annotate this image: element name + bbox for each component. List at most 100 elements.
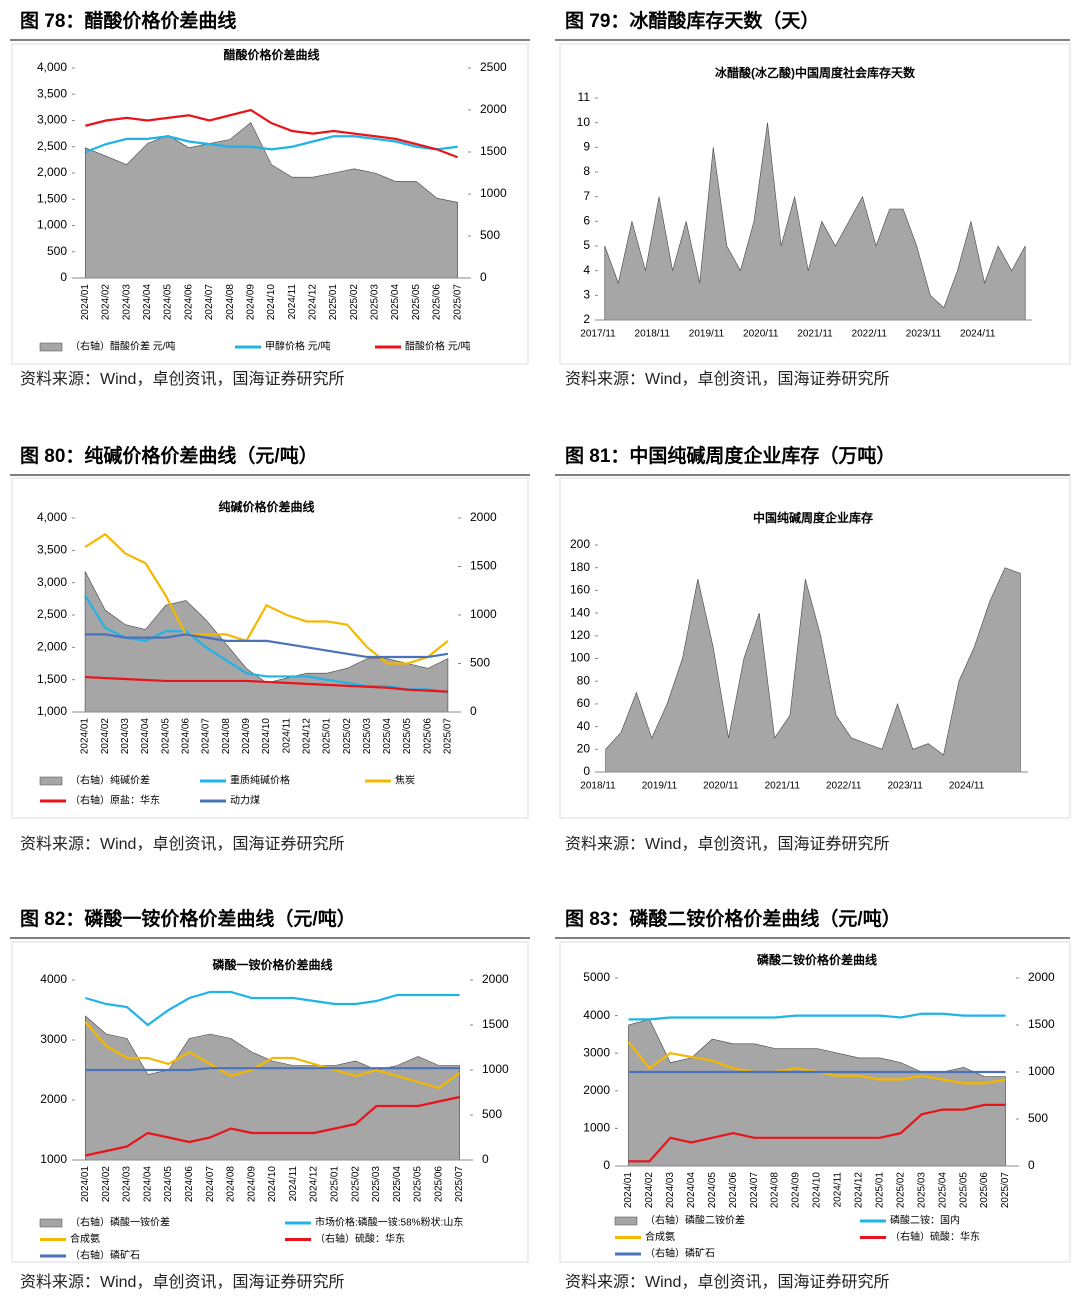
chart-frame (11, 477, 529, 819)
x-tick-label: 2024/06 (728, 1172, 739, 1209)
x-tick-label: 2020/11 (703, 781, 739, 792)
legend-label: （右轴）磷矿石 (645, 1247, 715, 1260)
area (84, 571, 449, 713)
y-tick-label: 1000 (40, 1152, 67, 1166)
y-tick-label: 3,000 (37, 575, 67, 589)
legend-label: 合成氨 (645, 1230, 675, 1243)
line (85, 1095, 460, 1157)
legend-swatch (39, 342, 63, 352)
x-tick-label: 2025/06 (433, 1166, 444, 1203)
y2-tick-label: 500 (470, 656, 490, 670)
x-tick-label: 2024/12 (854, 1172, 865, 1209)
y2-tick-label: 1500 (1028, 1017, 1055, 1031)
x-tick-label: 2024/02 (100, 718, 111, 755)
y-tick-label: 1,000 (37, 704, 67, 718)
x-tick-label: 2024/11 (281, 718, 292, 754)
x-tick-label: 2024/10 (812, 1172, 823, 1209)
figure-source: 资料来源：Wind，卓创资讯，国海证券研究所 (20, 370, 344, 388)
y-tick-label: 10 (577, 115, 591, 129)
y-tick-label: 2,000 (37, 640, 67, 654)
x-tick-label: 2024/06 (181, 718, 192, 755)
y-tick-label: 2000 (583, 1083, 610, 1097)
y-tick-label: 0 (60, 270, 67, 284)
y-tick-label: 0 (603, 1158, 610, 1172)
x-tick-label: 2025/06 (432, 284, 443, 321)
x-tick-label: 2024/08 (221, 718, 232, 755)
line (85, 675, 448, 693)
x-tick-label: 2024/09 (245, 284, 256, 321)
y-tick-label: 140 (570, 605, 590, 619)
x-tick-label: 2018/11 (635, 329, 671, 340)
chart-title: 冰醋酸(冰乙酸)中国周度社会库存天数 (715, 65, 916, 80)
y2-tick-label: 0 (480, 270, 487, 284)
chart-frame (559, 477, 1071, 819)
x-tick-label: 2024/02 (101, 1166, 112, 1203)
legend-label: 磷酸二铵：国内 (890, 1214, 960, 1227)
x-tick-label: 2022/11 (826, 781, 862, 792)
x-tick-label: 2025/02 (895, 1172, 906, 1209)
legend-label: 动力煤 (230, 794, 260, 807)
legend-label: （右轴）硫酸：华东 (315, 1232, 405, 1245)
y2-tick-label: 0 (482, 1152, 489, 1166)
y-tick-label: 40 (577, 719, 591, 733)
x-tick-label: 2024/09 (241, 718, 252, 755)
y-tick-label: 2,000 (37, 165, 67, 179)
y-tick-label: 3000 (40, 1032, 67, 1046)
y-tick-label: 3 (583, 288, 590, 302)
y-tick-label: 4,000 (37, 510, 67, 524)
y-tick-label: 4,000 (37, 60, 67, 74)
y-tick-label: 4000 (583, 1008, 610, 1022)
x-tick-label: 2025/02 (342, 718, 353, 755)
x-tick-label: 2020/11 (743, 329, 779, 340)
x-tick-label: 2024/11 (287, 284, 298, 320)
y-tick-label: 2000 (40, 1092, 67, 1106)
line (84, 135, 458, 154)
legend-label: （右轴）原盐：华东 (70, 794, 160, 807)
x-tick-label: 2024/03 (121, 284, 132, 321)
x-tick-label: 2024/05 (163, 284, 174, 321)
y-tick-label: 3,500 (37, 543, 67, 557)
x-tick-label: 2024/01 (80, 1166, 91, 1203)
line (85, 990, 460, 1027)
x-tick-label: 2024/06 (183, 284, 194, 321)
y-tick-label: 3,000 (37, 113, 67, 127)
legend-label: （右轴）醋酸价差 元/吨 (70, 340, 176, 353)
area (604, 122, 1026, 321)
x-tick-label: 2025/04 (390, 284, 401, 321)
legend-label: 市场价格:磷酸一铵:58%粉状:山东 (315, 1216, 463, 1229)
figure-source: 资料来源：Wind，卓创资讯，国海证券研究所 (565, 1273, 889, 1291)
legend-label: 甲醇价格 元/吨 (265, 340, 331, 353)
x-tick-label: 2018/11 (580, 781, 616, 792)
x-tick-label: 2024/12 (301, 718, 312, 755)
y-tick-label: 1000 (583, 1121, 610, 1135)
x-tick-label: 2024/07 (201, 718, 212, 755)
x-tick-label: 2024/05 (163, 1166, 174, 1203)
x-tick-label: 2024/07 (749, 1172, 760, 1209)
y-tick-label: 3000 (583, 1045, 610, 1059)
y-tick-label: 9 (583, 140, 590, 154)
y-tick-label: 200 (570, 537, 590, 551)
x-tick-label: 2024/08 (226, 1166, 237, 1203)
x-tick-label: 2019/11 (642, 781, 678, 792)
y2-tick-label: 1000 (482, 1062, 509, 1076)
line (628, 1103, 1006, 1163)
legend-swatch (39, 776, 63, 786)
figure-source: 资料来源：Wind，卓创资讯，国海证券研究所 (20, 835, 344, 853)
x-tick-label: 2025/03 (916, 1172, 927, 1209)
y-tick-label: 0 (583, 764, 590, 778)
x-tick-label: 2024/07 (205, 1166, 216, 1203)
y2-tick-label: 1500 (470, 559, 497, 573)
x-tick-label: 2025/05 (413, 1166, 424, 1203)
y-tick-label: 60 (577, 696, 591, 710)
x-tick-label: 2024/04 (142, 284, 153, 321)
y-tick-label: 7 (583, 189, 590, 203)
line (84, 1021, 461, 1090)
legend-label: 焦炭 (395, 774, 415, 787)
y-tick-label: 500 (47, 244, 67, 258)
legend-label: （右轴）硫酸：华东 (890, 1230, 980, 1243)
y-tick-label: 3,500 (37, 86, 67, 100)
x-tick-label: 2024/03 (120, 718, 131, 755)
y2-tick-label: 2000 (1028, 970, 1055, 984)
x-tick-label: 2025/05 (411, 284, 422, 321)
line (628, 1012, 1006, 1021)
